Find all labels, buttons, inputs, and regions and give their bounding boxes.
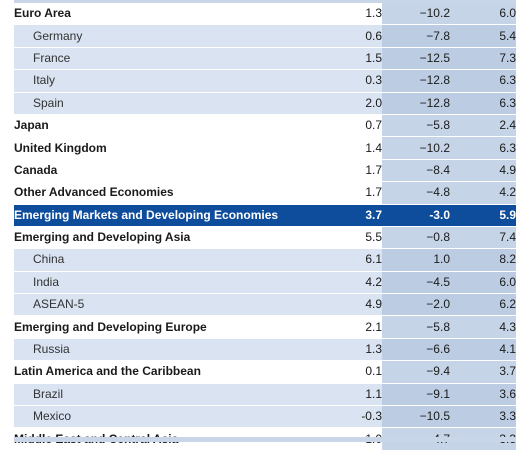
region-row: Emerging and Developing Europe 2.1 −5.8 4.3 <box>14 315 516 339</box>
region-row: Euro Area 1.3 −10.2 6.0 <box>14 3 516 25</box>
value-col-1: 0.1 <box>365 364 382 379</box>
value-col-2: −5.8 <box>382 315 450 339</box>
row-label: Mexico <box>14 405 304 428</box>
country-row: France 1.5 −12.5 7.3 <box>14 47 516 70</box>
country-row: Mexico -0.3 −10.5 3.3 <box>14 405 516 428</box>
value-col-3: 8.2 <box>450 248 516 272</box>
value-col-1: 5.5 <box>365 230 382 245</box>
value-col-3: 4.3 <box>450 315 516 339</box>
country-row: China 6.1 1.0 8.2 <box>14 248 516 272</box>
value-col-3: 4.1 <box>450 338 516 361</box>
value-col-3: 4.9 <box>450 159 516 182</box>
row-label: United Kingdom <box>14 136 304 160</box>
region-row: Emerging and Developing Asia 5.5 −0.8 7.4 <box>14 226 516 249</box>
value-col-1: 3.7 <box>304 204 382 227</box>
value-col-2: −5.8 <box>382 114 450 137</box>
value-col-2: −12.8 <box>382 69 450 93</box>
value-col-3: 2.4 <box>450 114 516 137</box>
value-col-2: −0.8 <box>382 226 450 249</box>
row-label: China <box>14 248 304 272</box>
row-label: India <box>14 271 304 294</box>
row-label: Emerging and Developing Asia <box>14 226 304 249</box>
value-col-3: 5.4 <box>450 24 516 48</box>
region-row: Japan 0.7 −5.8 2.4 <box>14 114 516 137</box>
value-col-2: −10.2 <box>382 3 450 25</box>
value-col-1: -0.3 <box>304 405 382 428</box>
country-row: Italy 0.3 −12.8 6.3 <box>14 69 516 93</box>
value-col-1: 1.3 <box>304 338 382 361</box>
value-col-2: −6.6 <box>382 338 450 361</box>
row-label: Brazil <box>14 383 304 406</box>
value-col-2: −2.0 <box>382 293 450 316</box>
table-bottom-edge <box>14 437 516 442</box>
value-col-1: 1.7 <box>365 162 382 177</box>
table-body: Euro Area 1.3 −10.2 6.0 Germany 0.6 −7.8 5.4 Fra… <box>14 3 516 451</box>
value-col-1: 2.1 <box>365 319 382 334</box>
value-col-1: 1.7 <box>365 185 382 200</box>
value-col-3: 4.2 <box>450 181 516 205</box>
value-col-1: 0.7 <box>365 118 382 133</box>
highlight-row: Emerging Markets and Developing Economie… <box>14 204 516 227</box>
value-col-1: 1.4 <box>365 140 382 155</box>
value-col-2: −8.4 <box>382 159 450 182</box>
value-col-3: 6.3 <box>450 136 516 160</box>
value-col-2: −12.8 <box>382 92 450 115</box>
row-label: Latin America and the Caribbean <box>14 360 304 384</box>
value-col-1: 4.2 <box>304 271 382 294</box>
value-col-2: −4.8 <box>382 181 450 205</box>
row-label: Emerging and Developing Europe <box>14 315 304 339</box>
country-row: Russia 1.3 −6.6 4.1 <box>14 338 516 361</box>
country-row: Germany 0.6 −7.8 5.4 <box>14 24 516 48</box>
region-row: Latin America and the Caribbean 0.1 −9.4 3.… <box>14 360 516 384</box>
region-row: Canada 1.7 −8.4 4.9 <box>14 159 516 182</box>
value-col-3: 6.3 <box>450 69 516 93</box>
value-col-3: 3.3 <box>450 405 516 428</box>
row-label: Russia <box>14 338 304 361</box>
country-row: ASEAN-5 4.9 −2.0 6.2 <box>14 293 516 316</box>
value-col-3: 7.4 <box>450 226 516 249</box>
row-label: Spain <box>14 92 304 115</box>
growth-projections-table: Euro Area 1.3 −10.2 6.0 Germany 0.6 −7.8 5.4 Fra… <box>14 3 516 451</box>
value-col-1: 0.6 <box>304 24 382 48</box>
row-label: Canada <box>14 159 304 182</box>
table-top-edge <box>14 0 516 3</box>
value-col-2: 1.0 <box>382 248 450 272</box>
value-col-1: 6.1 <box>304 248 382 272</box>
country-row: Spain 2.0 −12.8 6.3 <box>14 92 516 115</box>
value-col-3: 6.0 <box>450 271 516 294</box>
region-row: United Kingdom 1.4 −10.2 6.3 <box>14 136 516 160</box>
row-label: France <box>14 47 304 70</box>
value-col-1: 0.3 <box>304 69 382 93</box>
value-col-3: 6.3 <box>450 92 516 115</box>
row-label: Japan <box>14 114 304 137</box>
value-col-1: 2.0 <box>304 92 382 115</box>
value-col-2: −4.5 <box>382 271 450 294</box>
row-label: Germany <box>14 24 304 48</box>
region-row: Other Advanced Economies 1.7 −4.8 4.2 <box>14 181 516 205</box>
value-col-1: 1.1 <box>304 383 382 406</box>
value-col-3: 7.3 <box>450 47 516 70</box>
row-label: Other Advanced Economies <box>14 181 304 205</box>
value-col-1: 4.9 <box>304 293 382 316</box>
value-col-3: 6.0 <box>450 3 516 25</box>
row-label: Euro Area <box>14 3 304 25</box>
value-col-1: 1.3 <box>365 6 382 21</box>
value-col-3: 3.7 <box>450 360 516 384</box>
country-row: India 4.2 −4.5 6.0 <box>14 271 516 294</box>
value-col-2: −12.5 <box>382 47 450 70</box>
value-col-2: −9.4 <box>382 360 450 384</box>
value-col-1: 1.5 <box>304 47 382 70</box>
value-col-3: 3.6 <box>450 383 516 406</box>
row-label: Italy <box>14 69 304 93</box>
value-col-2: −10.2 <box>382 136 450 160</box>
value-col-2: −9.1 <box>382 383 450 406</box>
row-label: Emerging Markets and Developing Economie… <box>14 204 304 227</box>
value-col-3: 6.2 <box>450 293 516 316</box>
value-col-2: −7.8 <box>382 24 450 48</box>
value-col-3: 5.9 <box>450 204 516 227</box>
value-col-2: −10.5 <box>382 405 450 428</box>
country-row: Brazil 1.1 −9.1 3.6 <box>14 383 516 406</box>
value-col-2: -3.0 <box>382 204 450 227</box>
row-label: ASEAN-5 <box>14 293 304 316</box>
